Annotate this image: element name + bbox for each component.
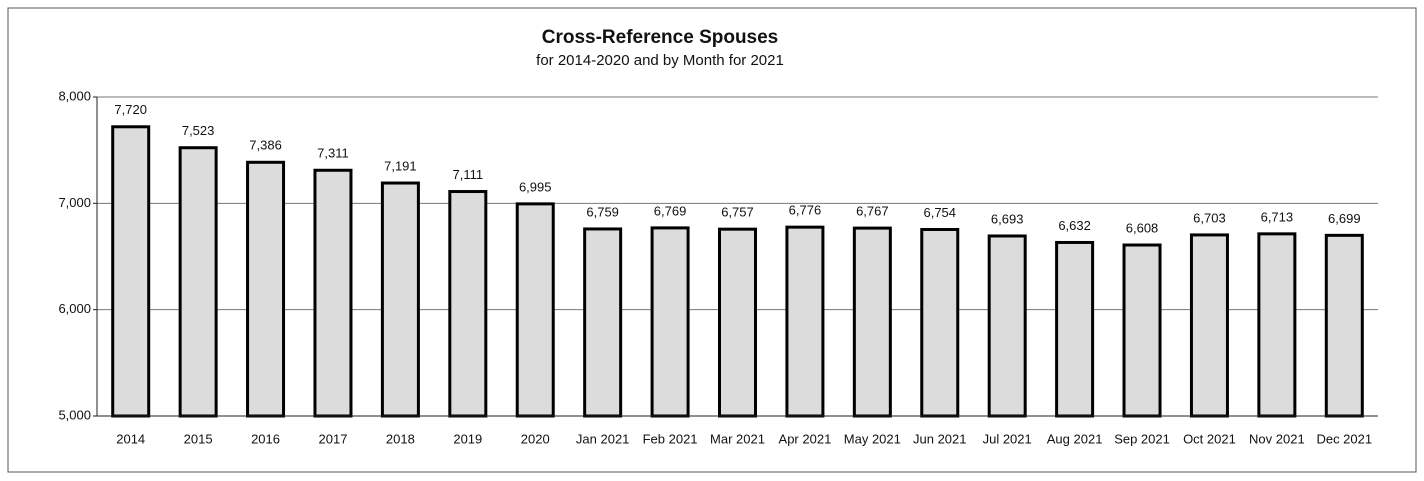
x-tick-label: May 2021 bbox=[844, 431, 901, 446]
bar bbox=[380, 181, 420, 418]
value-label: 6,754 bbox=[923, 205, 956, 220]
value-label: 6,769 bbox=[654, 203, 687, 218]
value-label: 7,523 bbox=[182, 123, 215, 138]
x-tick-label: Sep 2021 bbox=[1114, 431, 1170, 446]
value-label: 7,191 bbox=[384, 158, 417, 173]
chart-title: Cross-Reference Spouses bbox=[542, 27, 779, 48]
value-label: 6,703 bbox=[1193, 210, 1226, 225]
bar bbox=[920, 227, 960, 418]
x-tick-label: 2017 bbox=[319, 431, 348, 446]
x-tick-label: Oct 2021 bbox=[1183, 431, 1236, 446]
chart-border bbox=[7, 7, 1417, 473]
value-label: 6,713 bbox=[1261, 209, 1294, 224]
chart-subtitle: for 2014-2020 and by Month for 2021 bbox=[536, 52, 784, 69]
x-tick-label: Aug 2021 bbox=[1047, 431, 1103, 446]
value-label: 7,720 bbox=[114, 102, 147, 117]
bar bbox=[246, 160, 286, 418]
bar bbox=[785, 225, 825, 418]
value-label: 6,995 bbox=[519, 179, 552, 194]
x-tick-label: Dec 2021 bbox=[1316, 431, 1372, 446]
bar bbox=[178, 146, 218, 418]
bar bbox=[718, 227, 757, 418]
x-tick-label: Jun 2021 bbox=[913, 431, 967, 446]
x-tick-label: Mar 2021 bbox=[710, 431, 765, 446]
bar bbox=[852, 226, 892, 418]
x-tick-label: Apr 2021 bbox=[779, 431, 832, 446]
value-label: 6,632 bbox=[1058, 218, 1091, 233]
bar bbox=[583, 227, 623, 418]
bar bbox=[1122, 243, 1162, 418]
bar bbox=[650, 226, 690, 418]
x-tick-label: Nov 2021 bbox=[1249, 431, 1305, 446]
value-label: 7,111 bbox=[453, 167, 484, 182]
value-label: 7,386 bbox=[249, 138, 282, 153]
x-tick-label: 2019 bbox=[453, 431, 482, 446]
x-tick-label: 2014 bbox=[116, 431, 145, 446]
bar bbox=[1257, 232, 1297, 418]
value-label: 6,693 bbox=[991, 211, 1024, 226]
bar bbox=[111, 125, 151, 418]
y-tick-label: 6,000 bbox=[58, 301, 91, 316]
x-tick-label: 2016 bbox=[251, 431, 280, 446]
y-tick-label: 8,000 bbox=[58, 88, 91, 103]
bar bbox=[515, 202, 555, 418]
bar bbox=[1055, 240, 1095, 418]
y-tick-label: 7,000 bbox=[58, 195, 91, 210]
y-tick-label: 5,000 bbox=[58, 407, 91, 422]
value-label: 7,311 bbox=[317, 146, 349, 161]
x-tick-label: Jan 2021 bbox=[576, 431, 630, 446]
bar bbox=[313, 168, 353, 418]
bar bbox=[987, 234, 1027, 418]
value-label: 6,759 bbox=[586, 204, 619, 219]
value-label: 6,767 bbox=[856, 204, 889, 219]
x-tick-label: 2020 bbox=[521, 431, 550, 446]
value-label: 6,608 bbox=[1126, 220, 1159, 235]
x-tick-label: Jul 2021 bbox=[983, 431, 1032, 446]
x-tick-label: 2018 bbox=[386, 431, 415, 446]
x-tick-label: 2015 bbox=[184, 431, 213, 446]
value-label: 6,699 bbox=[1328, 211, 1361, 226]
bar bbox=[1189, 233, 1229, 418]
bar bbox=[448, 190, 488, 418]
value-label: 6,757 bbox=[721, 205, 754, 220]
x-tick-label: Feb 2021 bbox=[643, 431, 698, 446]
value-label: 6,776 bbox=[789, 203, 822, 218]
bar bbox=[1324, 233, 1364, 418]
